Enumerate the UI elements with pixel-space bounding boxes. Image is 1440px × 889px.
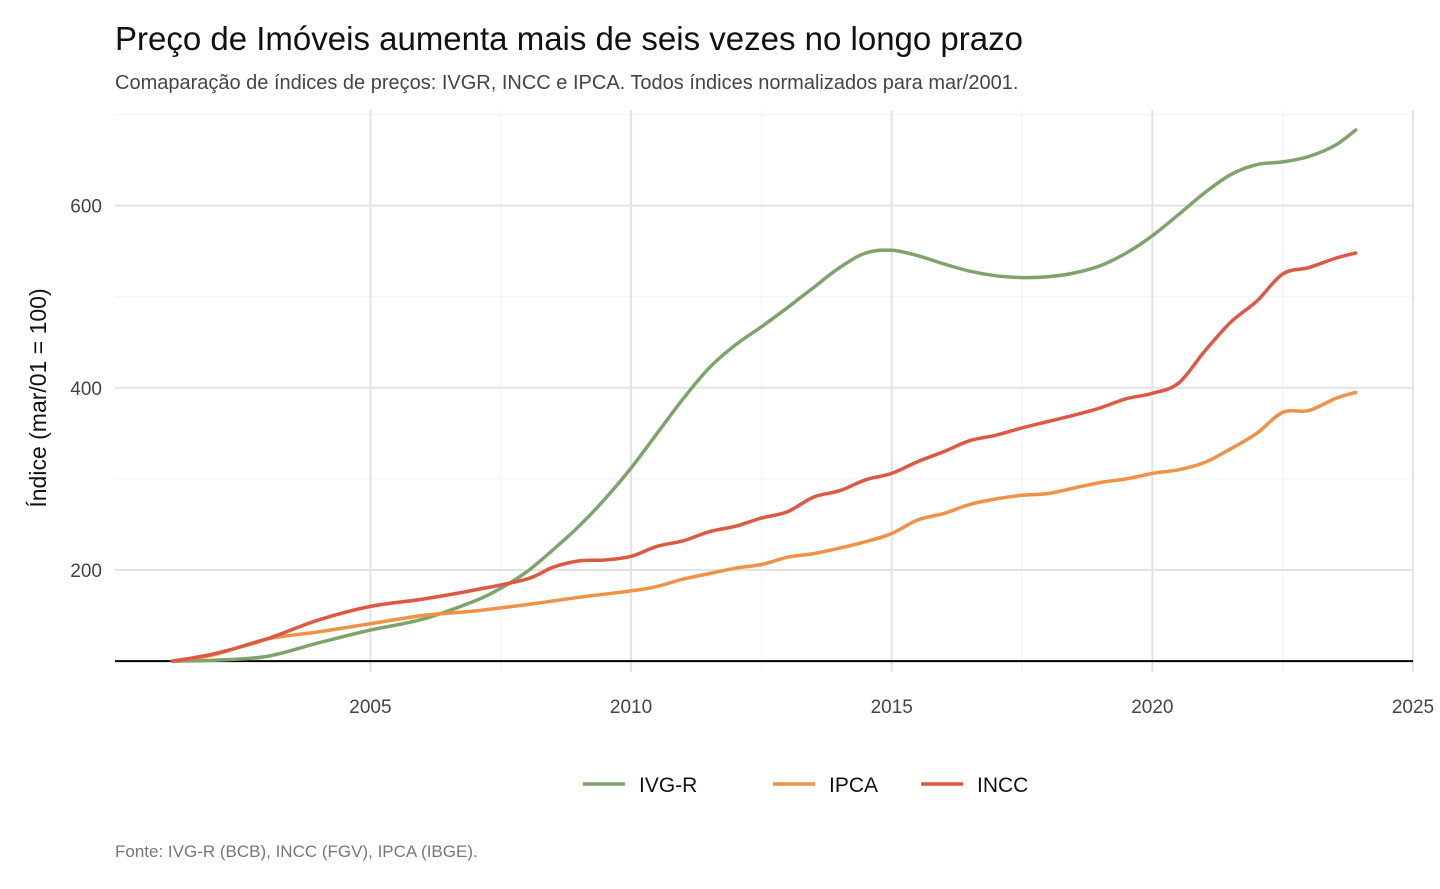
grid (115, 110, 1414, 672)
series-line-ivg-r (170, 128, 1358, 663)
series-group (170, 128, 1358, 663)
y-axis-ticks: 200 400 600 (70, 197, 102, 582)
chart-caption: Fonte: IVG-R (BCB), INCC (FGV), IPCA (IB… (115, 842, 478, 861)
x-axis-ticks: 2005 2010 2015 2020 2025 (349, 697, 1434, 718)
y-tick-label: 200 (70, 561, 102, 582)
y-tick-label: 600 (70, 197, 102, 218)
legend-label-incc: INCC (977, 774, 1028, 797)
y-axis-title: Índice (mar/01 = 100) (25, 288, 51, 507)
series-line-ipca (170, 390, 1358, 663)
chart-subtitle: Comaparação de índices de preços: IVGR, … (115, 72, 1019, 94)
series-line-incc (170, 251, 1358, 663)
x-tick-label: 2010 (610, 697, 652, 718)
y-tick-label: 400 (70, 379, 102, 400)
chart-title: Preço de Imóveis aumenta mais de seis ve… (115, 20, 1023, 57)
legend-label-ipca: IPCA (829, 774, 878, 797)
x-tick-label: 2015 (871, 697, 913, 718)
x-tick-label: 2020 (1131, 697, 1173, 718)
legend: IVG-R IPCA INCC (583, 774, 1028, 797)
x-tick-label: 2005 (349, 697, 391, 718)
legend-label-ivg-r: IVG-R (639, 774, 697, 797)
x-tick-label: 2025 (1392, 697, 1434, 718)
